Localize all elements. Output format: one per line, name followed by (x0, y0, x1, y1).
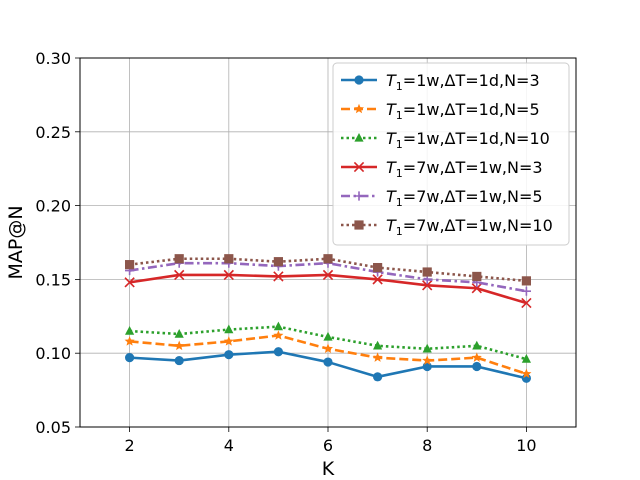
data-point (521, 286, 531, 296)
data-point (322, 269, 334, 281)
series-6 (125, 254, 531, 286)
data-point (174, 254, 184, 264)
data-point (354, 75, 364, 85)
x-tick-label: 6 (323, 436, 333, 455)
y-tick-label: 0.20 (35, 197, 71, 216)
y-tick-label: 0.10 (35, 344, 71, 363)
legend-label: T1=7w,ΔT=1w,N=10 (386, 216, 553, 238)
data-point (422, 280, 433, 291)
y-tick-label: 0.05 (35, 418, 71, 437)
data-point (521, 368, 532, 379)
data-point (125, 326, 135, 335)
data-point (373, 372, 383, 382)
data-point (174, 269, 185, 281)
data-point (224, 350, 234, 360)
y-tick-label: 0.30 (35, 49, 71, 68)
data-point (273, 330, 284, 340)
data-point (124, 336, 135, 346)
legend-label: T1=1w,ΔT=1d,N=5 (386, 100, 540, 122)
legend: T1=1w,ΔT=1d,N=3 T1=1w,ΔT=1d,N=5 T1=1w,ΔT=1… (332, 62, 570, 246)
y-axis-label: MAP@N (5, 205, 27, 279)
data-point (472, 361, 482, 372)
data-point (521, 276, 531, 286)
axis-ticks: 2 4 6 8 10 0.05 0.10 0.15 0.20 0.25 0.30 (35, 49, 536, 455)
legend-item: T1=1w,ΔT=1d,N=10 (341, 129, 550, 151)
data-point (223, 269, 234, 281)
legend-item: T1=7w,ΔT=1w,N=5 (341, 187, 543, 209)
legend-label: T1=7w,ΔT=1w,N=3 (386, 158, 543, 180)
legend-item: T1=7w,ΔT=1w,N=3 (341, 158, 543, 180)
x-tick-label: 8 (422, 436, 432, 455)
data-point (422, 267, 432, 277)
series-2 (124, 330, 532, 379)
data-point (273, 257, 283, 267)
data-point (372, 352, 383, 362)
data-point (521, 354, 531, 363)
data-point (353, 161, 365, 173)
data-point (174, 355, 184, 366)
data-point (373, 340, 383, 350)
data-point (323, 254, 333, 264)
legend-label: T1=1w,ΔT=1d,N=3 (386, 71, 540, 93)
data-point (224, 324, 234, 334)
data-point (125, 353, 135, 363)
series-3 (125, 321, 531, 363)
data-point (273, 321, 283, 331)
data-point (354, 220, 364, 230)
x-tick-label: 4 (224, 436, 234, 455)
data-point (125, 260, 135, 270)
series-layer (124, 254, 532, 383)
data-point (174, 340, 185, 351)
data-point (521, 297, 532, 309)
legend-box (332, 62, 570, 246)
y-tick-label: 0.25 (35, 123, 71, 142)
legend-label: T1=1w,ΔT=1d,N=10 (386, 129, 550, 151)
data-point (273, 347, 283, 357)
series-4 (124, 269, 532, 309)
data-point (373, 262, 383, 273)
data-point (354, 191, 364, 201)
y-tick-label: 0.15 (35, 270, 71, 289)
data-point (323, 357, 333, 367)
x-tick-label: 10 (516, 436, 536, 455)
legend-item: T1=1w,ΔT=1d,N=3 (341, 71, 540, 93)
data-point (472, 340, 482, 350)
data-point (422, 343, 432, 353)
legend-item: T1=1w,ΔT=1d,N=5 (341, 100, 540, 122)
x-axis-label: K (322, 458, 335, 480)
data-point (224, 254, 234, 264)
legend-item: T1=7w,ΔT=1w,N=10 (341, 216, 553, 238)
data-point (124, 277, 135, 288)
data-point (372, 274, 383, 285)
data-point (472, 271, 482, 282)
x-tick-label: 2 (125, 436, 135, 455)
data-point (323, 331, 333, 341)
data-point (174, 328, 184, 338)
data-point (471, 352, 482, 362)
data-point (354, 132, 364, 142)
data-point (422, 355, 433, 365)
data-point (422, 361, 432, 372)
data-point (273, 271, 284, 282)
data-point (471, 283, 482, 294)
legend-label: T1=7w,ΔT=1w,N=5 (386, 187, 543, 209)
data-point (353, 103, 365, 114)
data-point (223, 336, 234, 346)
data-point (322, 343, 334, 354)
